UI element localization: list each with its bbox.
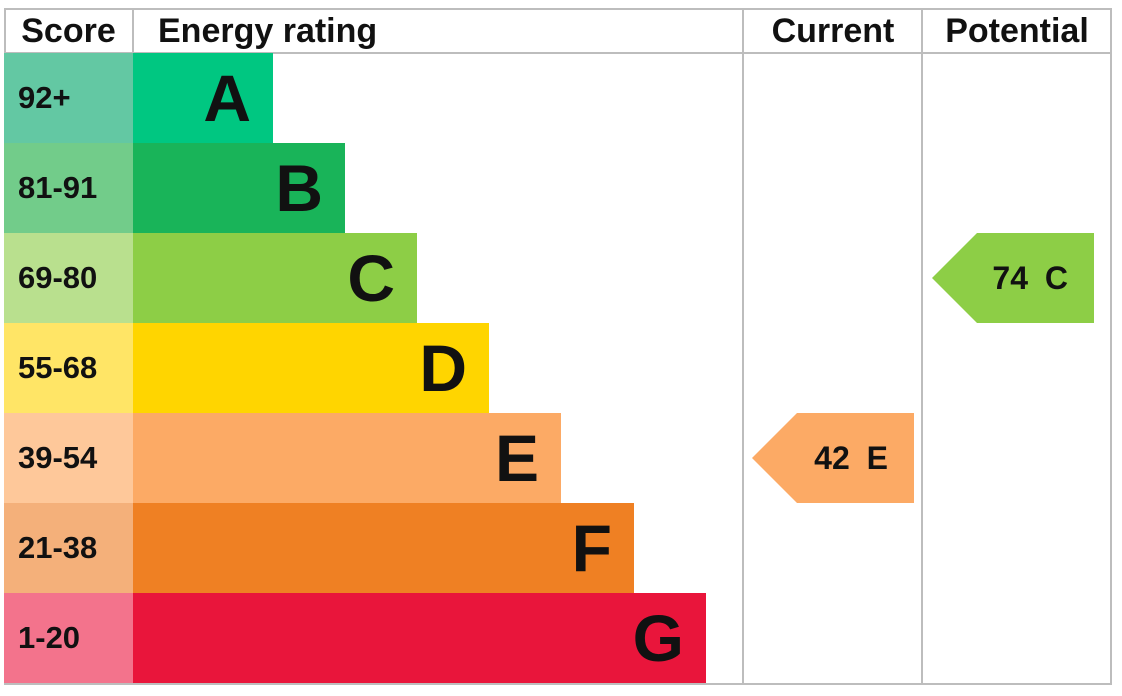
current-rating-arrow: 42 E <box>752 413 914 503</box>
score-range-g: 1-20 <box>4 593 133 683</box>
column-divider <box>921 8 923 685</box>
score-range-d: 55-68 <box>4 323 133 413</box>
score-range-a: 92+ <box>4 53 133 143</box>
header-divider <box>4 52 1112 54</box>
header-score: Score <box>21 11 116 50</box>
score-range-c: 69-80 <box>4 233 133 323</box>
score-range-b: 81-91 <box>4 143 133 233</box>
potential-rating-label: 74 C <box>992 259 1068 296</box>
score-range-f: 21-38 <box>4 503 133 593</box>
column-divider <box>742 8 744 685</box>
rating-bar-d: D <box>133 323 489 413</box>
column-divider <box>132 8 134 53</box>
score-range-e: 39-54 <box>4 413 133 503</box>
header-potential: Potential <box>945 11 1089 50</box>
rating-bar-c: C <box>133 233 417 323</box>
rating-bar-g: G <box>133 593 706 683</box>
rating-bar-a: A <box>133 53 273 143</box>
header-current: Current <box>771 11 895 50</box>
rating-bar-e: E <box>133 413 561 503</box>
rating-bar-f: F <box>133 503 634 593</box>
current-rating-label: 42 E <box>814 439 888 476</box>
potential-rating-arrow: 74 C <box>932 233 1094 323</box>
header-energy-rating: Energy rating <box>158 11 378 50</box>
rating-bar-b: B <box>133 143 345 233</box>
